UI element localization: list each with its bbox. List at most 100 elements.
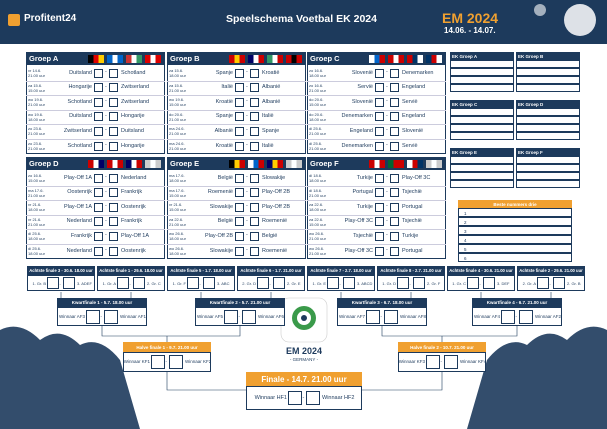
- match-time: 21.00 uur: [309, 192, 326, 198]
- row-divider: [307, 229, 446, 231]
- away-team: Tsjechië: [402, 218, 422, 225]
- row-divider: [167, 109, 306, 111]
- home-team: Winnaar AF7: [338, 313, 365, 319]
- best-thirds-row: [458, 226, 572, 235]
- standings-row: [516, 132, 580, 140]
- standings-row: [450, 180, 514, 188]
- match-time: 18.00 uur: [309, 207, 326, 213]
- score-box: [390, 126, 399, 136]
- row-divider: [307, 95, 446, 97]
- away-team: 3. ABCD: [357, 280, 373, 286]
- score-box: [109, 173, 118, 183]
- home-team: Winnaar AF3: [58, 313, 85, 319]
- away-team: Italië: [262, 113, 274, 120]
- score-box: [426, 355, 440, 369]
- match-day: di 18.6.: [309, 173, 323, 178]
- standings-row: [450, 68, 514, 76]
- score-box: [86, 309, 100, 324]
- match-day: wo 26.6.: [309, 246, 325, 251]
- away-team: Winnaar HF2: [322, 394, 355, 401]
- score-separator: -: [246, 127, 248, 134]
- score-separator: -: [409, 280, 411, 286]
- away-team: 3. ADEF: [77, 280, 92, 286]
- match-time: 15.00 uur: [169, 192, 186, 198]
- away-team: Frankrijk: [121, 189, 143, 196]
- home-team: Engeland: [349, 127, 373, 134]
- row-divider: [26, 200, 165, 202]
- match-day: do 20.6.: [309, 97, 324, 103]
- home-team: Winnaar HF1: [254, 394, 287, 401]
- row-divider: [26, 214, 165, 216]
- score-box: [235, 246, 244, 256]
- match-time: 21.00 uur: [169, 131, 186, 137]
- score-box: [397, 277, 409, 289]
- home-team: 2. Gr. A: [522, 280, 536, 286]
- score-separator: -: [246, 142, 248, 148]
- score-box: [63, 277, 75, 289]
- match-body: [337, 307, 427, 326]
- standings-row: [516, 68, 580, 76]
- away-team: Winnaar AF2: [535, 313, 562, 319]
- away-team: Engeland: [402, 84, 426, 91]
- match-day: za 15.6.: [169, 82, 184, 88]
- flag: [286, 55, 302, 63]
- score-separator: -: [386, 217, 388, 224]
- away-team: Play-Off 2B: [262, 203, 291, 210]
- standings-row: [516, 164, 580, 172]
- away-team: Roemenië: [262, 218, 288, 225]
- away-team: Zwitserland: [121, 84, 150, 91]
- score-box: [375, 83, 384, 93]
- flag: [248, 160, 264, 168]
- match-day: wo 26.6.: [309, 231, 325, 237]
- flag: [388, 55, 404, 63]
- score-box: [250, 97, 259, 107]
- score-separator: -: [105, 98, 107, 105]
- row-divider: [167, 229, 306, 231]
- away-team: Kroatië: [262, 69, 280, 76]
- away-team: Denemarken: [402, 69, 434, 76]
- score-separator: -: [105, 203, 107, 210]
- match-time: 15.00 uur: [169, 207, 186, 213]
- score-separator: -: [165, 359, 168, 365]
- match-body: [27, 275, 95, 291]
- score-box: [375, 231, 384, 241]
- home-team: Slowakije: [209, 247, 233, 254]
- score-separator: -: [440, 359, 443, 365]
- score-separator: -: [246, 232, 248, 239]
- score-box: [109, 231, 118, 241]
- away-team: Albanië: [262, 84, 281, 91]
- score-box: [390, 246, 399, 256]
- match-time: 18.00 uur: [169, 251, 186, 256]
- score-box: [235, 126, 244, 136]
- match-body: [57, 307, 147, 326]
- away-team: 2. Gr. C: [147, 280, 161, 286]
- best-thirds-rank: 5: [464, 246, 467, 252]
- match-time: 18.00 uur: [169, 73, 186, 78]
- match-body: [123, 352, 211, 372]
- match-time: 21.00 uur: [309, 236, 326, 242]
- match-time: 18.00 uur: [28, 236, 45, 242]
- score-box: [390, 97, 399, 107]
- flag: [286, 160, 302, 168]
- score-box: [47, 277, 59, 289]
- match-day: ma 17.6.: [28, 187, 44, 193]
- home-team: 1. Gr. B: [32, 280, 46, 286]
- home-team: Frankrijk: [70, 232, 92, 239]
- standings-row: [450, 60, 514, 68]
- standings-header: EK Groep F: [516, 148, 580, 156]
- score-box: [343, 277, 355, 289]
- row-divider: [26, 109, 165, 111]
- score-box: [366, 309, 380, 324]
- home-team: Play-Off 1A: [63, 203, 92, 210]
- match-day: do 20.6.: [309, 111, 324, 117]
- home-team: Duitsland: [69, 69, 92, 76]
- home-team: Hongarije: [68, 84, 92, 91]
- flag: [145, 55, 161, 63]
- score-box: [94, 97, 103, 107]
- match-time: 21.00 uur: [28, 221, 45, 227]
- away-team: Duitsland: [121, 127, 144, 134]
- flag: [369, 160, 385, 168]
- match-day: zo 23.6.: [28, 126, 43, 132]
- away-team: Albanië: [262, 98, 281, 105]
- score-box: [109, 202, 118, 212]
